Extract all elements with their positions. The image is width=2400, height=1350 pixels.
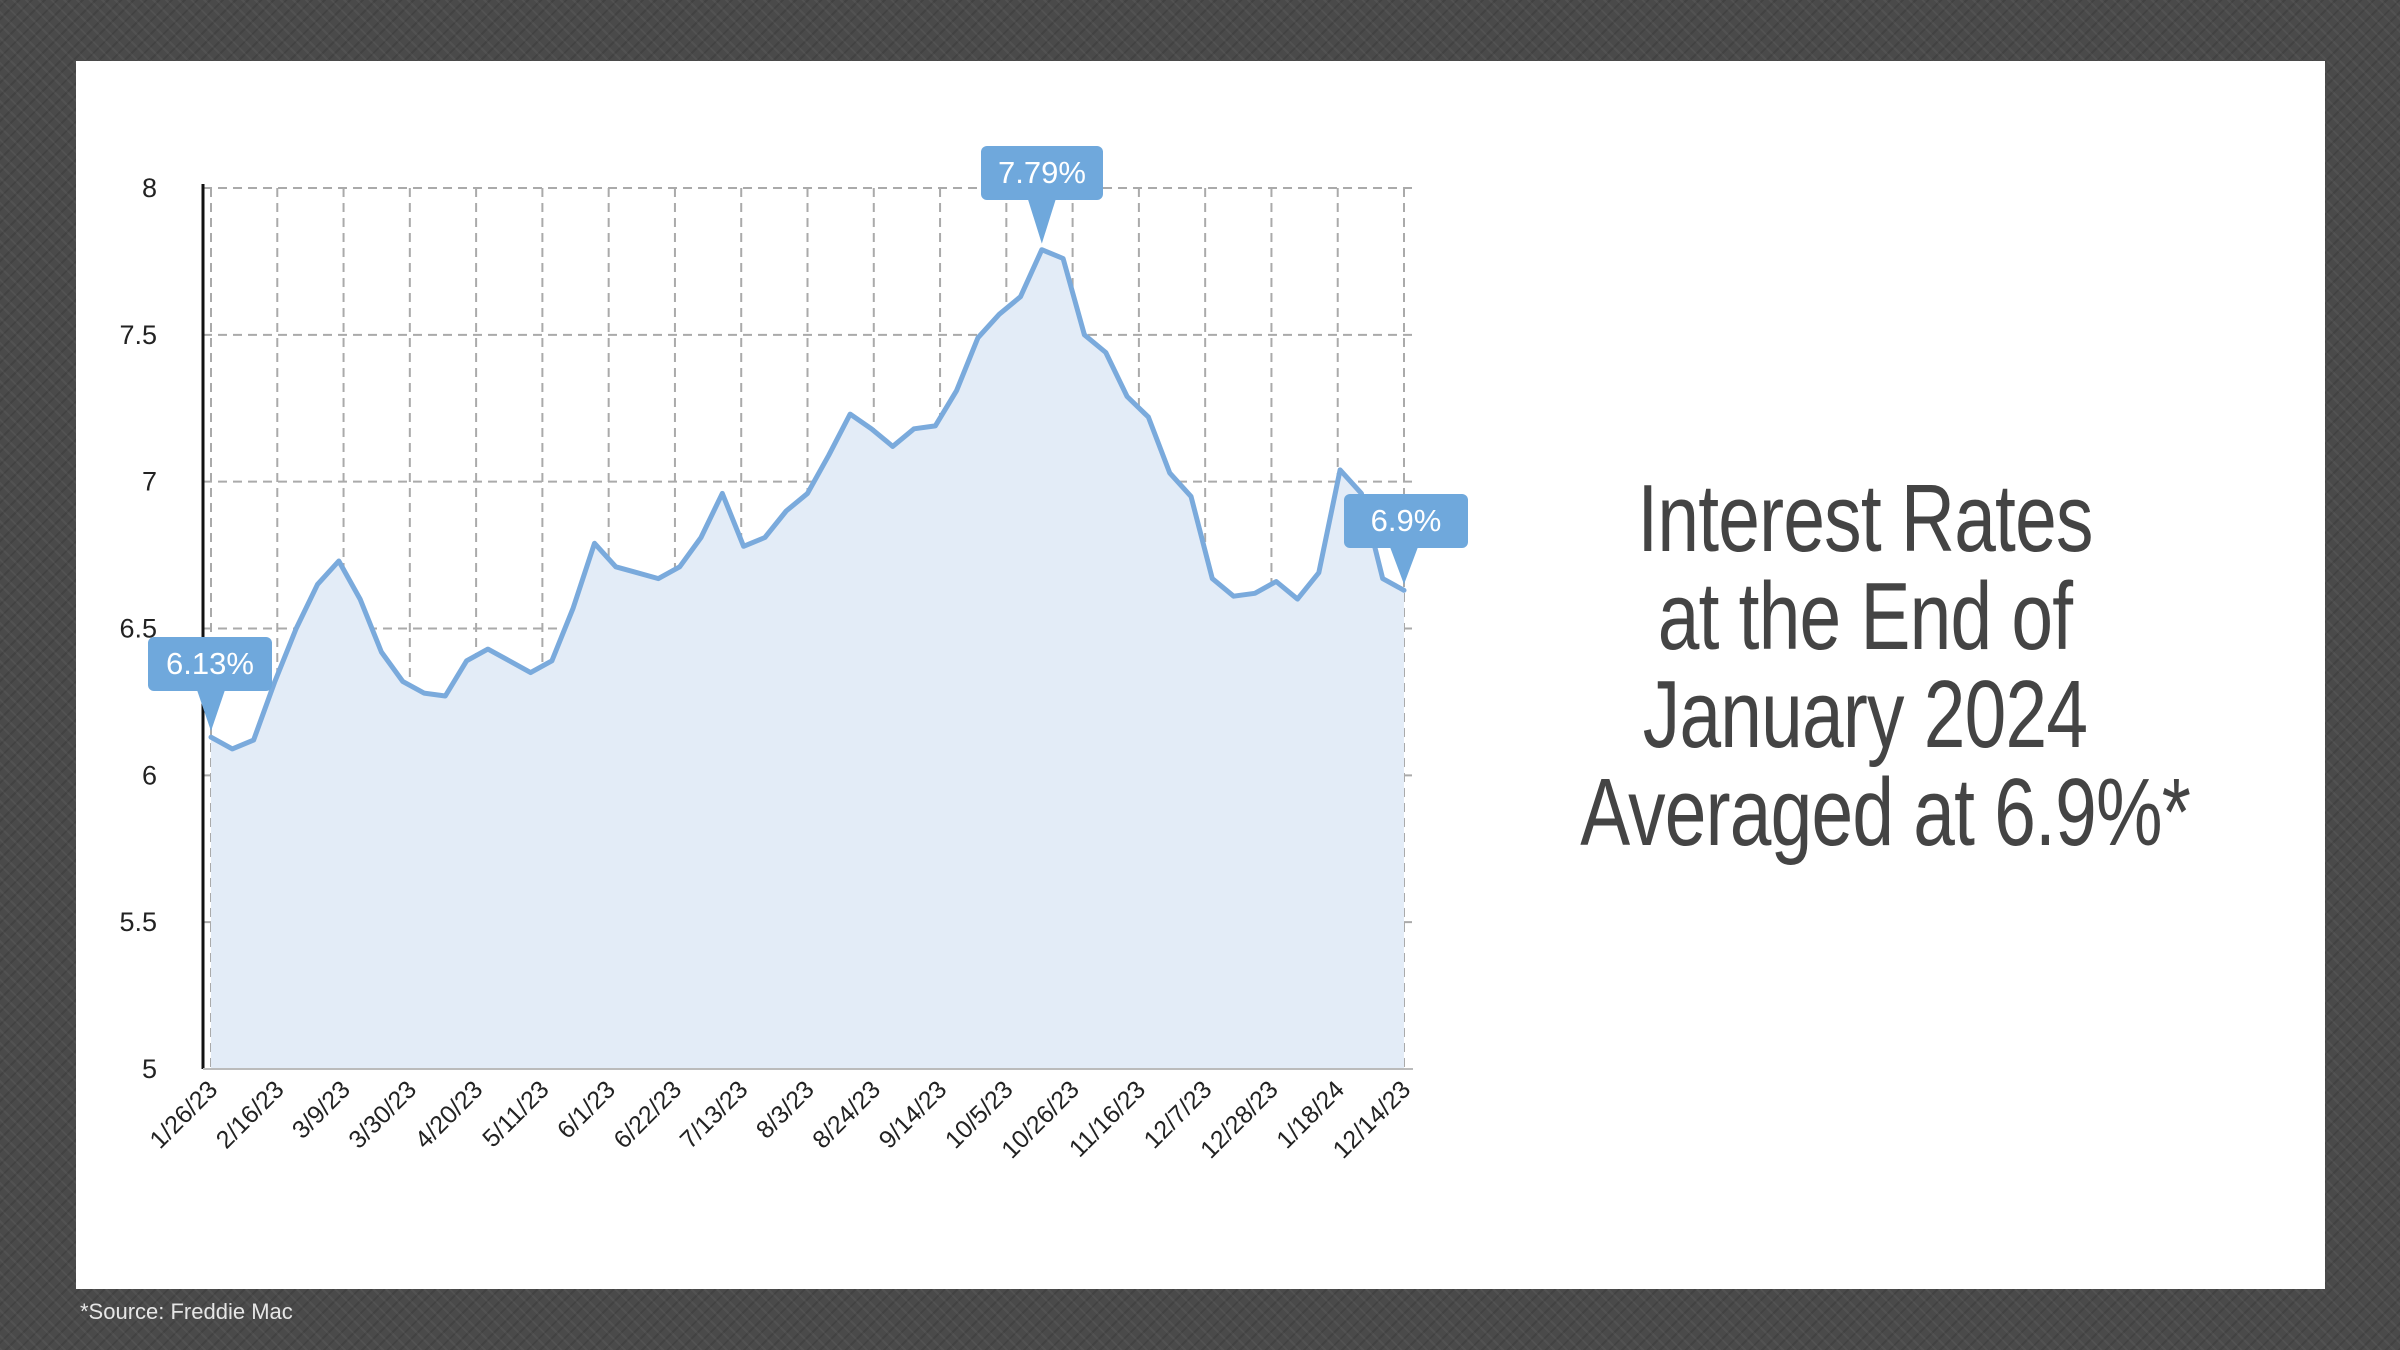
data-point bbox=[1125, 394, 1130, 399]
data-point bbox=[1167, 470, 1172, 475]
data-point bbox=[1061, 256, 1066, 261]
data-point bbox=[400, 679, 405, 684]
headline-line-3: January 2024 bbox=[1642, 661, 2088, 768]
headline-line-4: Averaged at 6.9%* bbox=[1580, 759, 2191, 866]
x-tick-label: 3/30/23 bbox=[343, 1075, 422, 1154]
data-point bbox=[933, 423, 938, 428]
data-point bbox=[1146, 415, 1151, 420]
data-point bbox=[336, 559, 341, 564]
data-point bbox=[1338, 467, 1343, 472]
callout-pointer bbox=[1390, 547, 1418, 585]
data-point bbox=[358, 597, 363, 602]
data-point bbox=[699, 535, 704, 540]
data-point bbox=[741, 544, 746, 549]
data-point bbox=[1039, 247, 1044, 252]
y-tick-label: 5 bbox=[142, 1054, 157, 1084]
x-tick-label: 1/26/23 bbox=[144, 1075, 223, 1154]
callout-layer: 6.13% 7.79% 6.9% bbox=[148, 146, 1468, 732]
x-tick-label: 9/14/23 bbox=[874, 1075, 953, 1154]
callout-label: 7.79% bbox=[998, 155, 1086, 190]
data-point bbox=[230, 746, 235, 751]
data-point bbox=[209, 735, 214, 740]
x-tick-label: 7/13/23 bbox=[675, 1075, 754, 1154]
headline-line-1: Interest Rates bbox=[1637, 465, 2093, 572]
callout-box bbox=[148, 637, 272, 691]
source-note: *Source: Freddie Mac bbox=[80, 1299, 293, 1324]
data-point bbox=[635, 570, 640, 575]
callout-label: 6.13% bbox=[166, 646, 254, 681]
data-point bbox=[954, 388, 959, 393]
y-tick-label: 5.5 bbox=[119, 907, 157, 937]
headline: Interest Rates at the End of January 202… bbox=[1580, 465, 2191, 866]
data-point bbox=[1295, 597, 1300, 602]
data-point bbox=[1210, 576, 1215, 581]
data-point bbox=[997, 312, 1002, 317]
series-line bbox=[208, 247, 1407, 752]
y-tick-label: 8 bbox=[142, 173, 157, 203]
data-point bbox=[1231, 594, 1236, 599]
data-point bbox=[1189, 494, 1194, 499]
data-point bbox=[826, 453, 831, 458]
data-point bbox=[464, 658, 469, 663]
data-point bbox=[1316, 570, 1321, 575]
data-point bbox=[379, 650, 384, 655]
data-point bbox=[1274, 579, 1279, 584]
x-tick-label: 4/20/23 bbox=[410, 1075, 489, 1154]
callout-7-79pct: 7.79% bbox=[981, 146, 1103, 244]
data-point bbox=[784, 509, 789, 514]
data-point bbox=[869, 426, 874, 431]
data-point bbox=[528, 670, 533, 675]
data-point bbox=[848, 412, 853, 417]
callout-label: 6.9% bbox=[1371, 503, 1442, 538]
data-point bbox=[549, 658, 554, 663]
data-point bbox=[485, 647, 490, 652]
data-point bbox=[294, 626, 299, 631]
data-point bbox=[571, 605, 576, 610]
callout-6-13pct: 6.13% bbox=[148, 637, 272, 732]
data-point bbox=[890, 444, 895, 449]
x-tick-label: 2/16/23 bbox=[211, 1075, 290, 1154]
callout-pointer bbox=[1027, 199, 1056, 244]
data-point bbox=[762, 535, 767, 540]
data-point bbox=[1252, 591, 1257, 596]
callout-6-9pct: 6.9% bbox=[1344, 494, 1468, 585]
data-point bbox=[1380, 576, 1385, 581]
x-tick-label: 6/22/23 bbox=[608, 1075, 687, 1154]
data-point bbox=[720, 491, 725, 496]
y-tick-label: 7.5 bbox=[119, 320, 157, 350]
area-layer bbox=[208, 247, 1407, 1069]
data-point bbox=[805, 491, 810, 496]
series-area-fill bbox=[211, 249, 1404, 1069]
x-tick-label: 5/11/23 bbox=[477, 1075, 554, 1152]
data-point bbox=[613, 564, 618, 569]
data-point bbox=[315, 582, 320, 587]
data-point bbox=[1082, 332, 1087, 337]
callout-box bbox=[1344, 494, 1468, 548]
data-point bbox=[656, 576, 661, 581]
axis-layer bbox=[201, 184, 1413, 1070]
data-point bbox=[912, 426, 917, 431]
data-point bbox=[507, 658, 512, 663]
callout-box bbox=[981, 146, 1103, 200]
data-point bbox=[975, 335, 980, 340]
data-point bbox=[443, 694, 448, 699]
headline-line-2: at the End of bbox=[1657, 563, 2073, 670]
data-point bbox=[1103, 350, 1108, 355]
data-point bbox=[677, 564, 682, 569]
x-tick-label: 8/24/23 bbox=[807, 1075, 886, 1154]
data-point bbox=[1402, 588, 1407, 593]
callout-pointer bbox=[197, 690, 225, 732]
data-point bbox=[251, 738, 256, 743]
data-point bbox=[1018, 294, 1023, 299]
y-tick-label: 7 bbox=[142, 467, 157, 497]
data-point bbox=[422, 691, 427, 696]
data-point bbox=[272, 679, 277, 684]
data-point bbox=[592, 541, 597, 546]
y-tick-label: 6 bbox=[142, 760, 157, 790]
